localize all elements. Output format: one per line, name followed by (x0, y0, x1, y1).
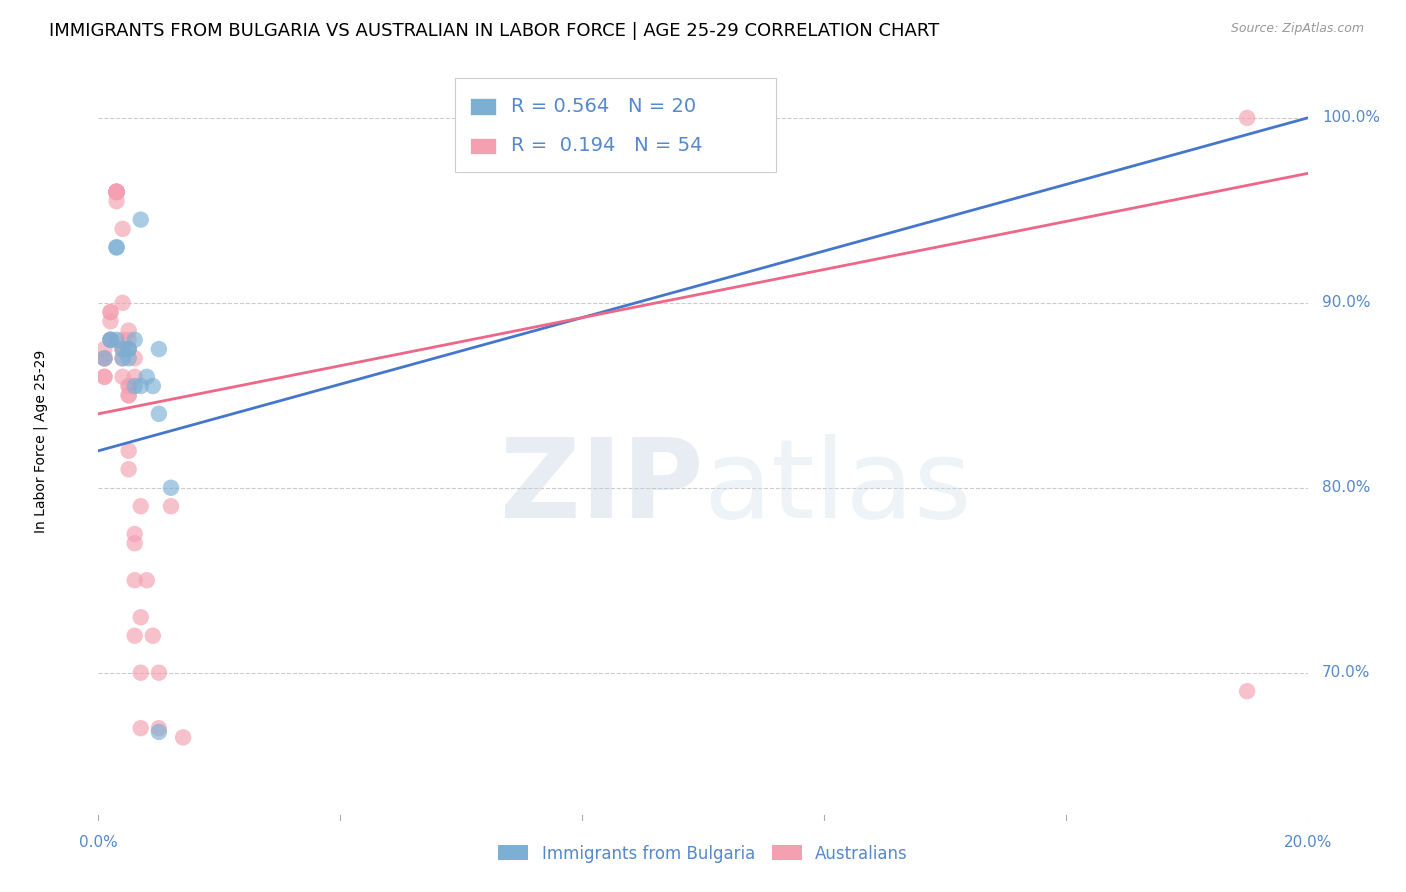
Point (111, 296, 134, 310)
Text: atlas: atlas (703, 434, 972, 541)
Point (129, 610, 152, 624)
Point (124, 369, 146, 384)
Point (148, 342, 170, 356)
Point (111, 351, 134, 366)
Point (124, 333, 146, 347)
Point (105, 185, 128, 199)
Point (129, 500, 152, 514)
Point (105, 185, 128, 199)
Point (105, 185, 128, 199)
Point (105, 185, 128, 199)
Point (148, 724, 170, 739)
Point (105, 185, 128, 199)
Point (100, 314, 122, 328)
Point (111, 351, 134, 366)
Point (148, 407, 170, 421)
Text: 80.0%: 80.0% (1322, 480, 1371, 495)
Point (129, 721, 152, 735)
Point (1236, 684, 1258, 698)
Point (100, 305, 122, 319)
Point (118, 342, 141, 356)
FancyBboxPatch shape (470, 137, 496, 154)
Point (148, 665, 170, 680)
Text: 70.0%: 70.0% (1322, 665, 1371, 681)
Point (93, 351, 115, 366)
Point (118, 333, 141, 347)
Point (105, 185, 128, 199)
Point (135, 573, 157, 587)
Point (124, 573, 146, 587)
Text: R =  0.194   N = 54: R = 0.194 N = 54 (510, 136, 702, 155)
Point (105, 185, 128, 199)
Point (105, 240, 128, 254)
Point (1236, 111, 1258, 125)
Point (129, 379, 152, 393)
Point (105, 185, 128, 199)
Text: In Labor Force | Age 25-29: In Labor Force | Age 25-29 (34, 350, 48, 533)
Point (118, 388, 141, 402)
Point (93, 369, 115, 384)
Text: 0.0%: 0.0% (79, 836, 118, 850)
Point (100, 333, 122, 347)
Point (135, 369, 157, 384)
Text: R = 0.564   N = 20: R = 0.564 N = 20 (510, 97, 696, 116)
Point (100, 333, 122, 347)
Point (100, 333, 122, 347)
Point (111, 342, 134, 356)
Point (105, 194, 128, 208)
Text: IMMIGRANTS FROM BULGARIA VS AUSTRALIAN IN LABOR FORCE | AGE 25-29 CORRELATION CH: IMMIGRANTS FROM BULGARIA VS AUSTRALIAN I… (49, 22, 939, 40)
Text: ZIP: ZIP (499, 434, 703, 541)
Point (124, 351, 146, 366)
Point (111, 222, 134, 236)
Point (148, 721, 170, 735)
Point (118, 379, 141, 393)
Point (105, 185, 128, 199)
Point (124, 629, 146, 643)
Point (93, 351, 115, 366)
Point (160, 481, 183, 495)
Point (105, 333, 128, 347)
Point (93, 369, 115, 384)
Point (118, 462, 141, 476)
Point (118, 379, 141, 393)
Text: Source: ZipAtlas.com: Source: ZipAtlas.com (1230, 22, 1364, 36)
Point (111, 369, 134, 384)
FancyBboxPatch shape (456, 78, 776, 172)
Point (124, 536, 146, 550)
Point (118, 342, 141, 356)
Point (129, 212, 152, 227)
Point (111, 333, 134, 347)
Point (118, 443, 141, 458)
FancyBboxPatch shape (470, 98, 496, 115)
Text: 100.0%: 100.0% (1322, 111, 1381, 126)
Point (129, 665, 152, 680)
Point (142, 629, 165, 643)
Point (124, 527, 146, 541)
Text: 20.0%: 20.0% (1284, 836, 1331, 850)
Point (118, 388, 141, 402)
Point (111, 342, 134, 356)
Point (100, 333, 122, 347)
Text: 90.0%: 90.0% (1322, 295, 1371, 310)
Point (118, 342, 141, 356)
Point (93, 342, 115, 356)
Point (93, 351, 115, 366)
Point (118, 351, 141, 366)
Point (118, 324, 141, 338)
Legend: Immigrants from Bulgaria, Australians: Immigrants from Bulgaria, Australians (492, 838, 914, 869)
Point (160, 500, 183, 514)
Point (124, 379, 146, 393)
Point (172, 731, 194, 745)
Point (142, 379, 165, 393)
Point (105, 240, 128, 254)
Point (100, 305, 122, 319)
Point (111, 342, 134, 356)
